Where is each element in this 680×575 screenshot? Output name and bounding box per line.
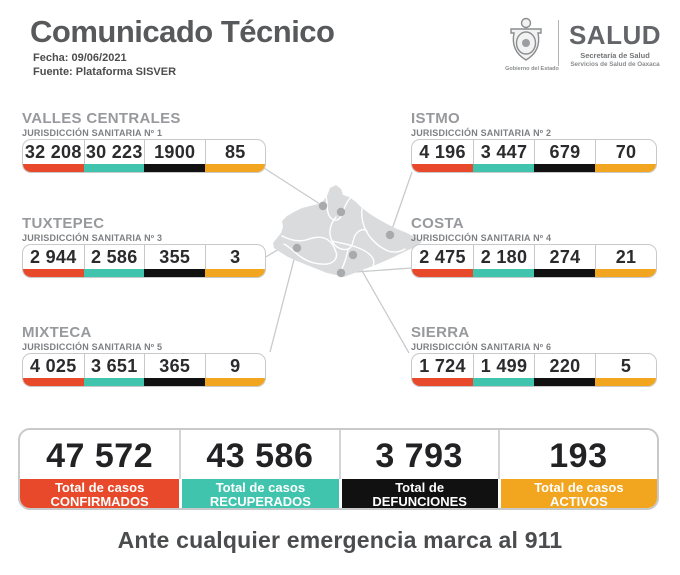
active-value: 9 [204, 354, 266, 378]
deaths-value: 1900 [144, 140, 205, 164]
salud-logo: Gobierno del Estado SALUD Secretaría de … [492, 14, 662, 76]
status-color-bar [412, 164, 656, 172]
recovered-value: 3 651 [83, 354, 145, 378]
region-stats-card: 1 724 1 499 220 5 [411, 353, 657, 387]
map-marker-dot [385, 230, 395, 240]
region-costa: COSTA JURISDICCIÓN SANITARIA Nº 4 2 475 … [411, 215, 657, 278]
recovered-value: 3 447 [473, 140, 534, 164]
region-jurisdiction: JURISDICCIÓN SANITARIA Nº 6 [411, 342, 552, 352]
deaths-value: 274 [534, 245, 595, 269]
active-value: 21 [595, 245, 656, 269]
emergency-notice: Ante cualquier emergencia marca al 911 [117, 527, 563, 553]
region-stats-card: 4 025 3 651 365 9 [22, 353, 266, 387]
map-marker-dot [336, 207, 346, 217]
total-confirmed: 47 572 Total de casos CONFIRMADOS [20, 430, 180, 508]
deaths-value: 355 [144, 245, 205, 269]
oaxaca-crest-icon: Gobierno del Estado [500, 16, 559, 74]
total-recovered-value: 43 586 [179, 430, 338, 479]
region-stats-card: 4 196 3 447 679 70 [411, 139, 657, 173]
region-stats-card: 2 475 2 180 274 21 [411, 244, 657, 278]
confirmed-value: 4 025 [29, 356, 77, 376]
recovered-value: 2 180 [473, 245, 534, 269]
map-marker-dot [348, 250, 358, 260]
total-deaths: 3 793 Total de DEFUNCIONES [338, 430, 498, 508]
region-stats-card: 2 944 2 586 355 3 [22, 244, 266, 278]
secretaria-label: Secretaría de Salud [580, 51, 650, 60]
active-value: 3 [204, 245, 266, 269]
servicios-label: Servicios de Salud de Oaxaca [570, 61, 660, 68]
total-active: 193 Total de casos ACTIVOS [497, 430, 657, 508]
state-totals-bar: 47 572 Total de casos CONFIRMADOS 43 586… [18, 428, 659, 510]
active-value: 70 [595, 140, 656, 164]
region-jurisdiction: JURISDICCIÓN SANITARIA Nº 4 [411, 233, 552, 243]
gobierno-label: Gobierno del Estado [505, 66, 559, 72]
total-confirmed-label: Total de casos CONFIRMADOS [20, 479, 180, 508]
recovered-value: 2 586 [83, 245, 145, 269]
status-color-bar [412, 378, 656, 386]
map-marker-dot [292, 243, 302, 253]
region-stats-card: 32 208 30 223 1900 85 [22, 139, 266, 173]
region-mixteca: MIXTECA JURISDICCIÓN SANITARIA Nº 5 4 02… [22, 324, 266, 387]
total-recovered-label: Total de casos RECUPERADOS [179, 479, 339, 508]
date-label: Fecha: 09/06/2021 [33, 52, 127, 64]
map-marker-dot [336, 268, 346, 278]
region-name: TUXTEPEC [22, 215, 105, 232]
confirmed-value: 4 196 [419, 142, 466, 162]
active-value: 5 [595, 354, 656, 378]
confirmed-value: 2 944 [29, 247, 77, 267]
page-title: Comunicado Técnico [30, 14, 335, 49]
salud-wordmark: SALUD [568, 20, 662, 50]
region-name: ISTMO [411, 110, 460, 127]
total-active-value: 193 [497, 430, 657, 479]
region-name: COSTA [411, 215, 464, 232]
jurisdiction-boundaries [281, 195, 406, 272]
region-istmo: ISTMO JURISDICCIÓN SANITARIA Nº 2 4 196 … [411, 110, 657, 173]
confirmed-value: 32 208 [24, 142, 82, 162]
map-marker-dot [318, 201, 328, 211]
logo-divider [558, 20, 559, 66]
total-deaths-label: Total de DEFUNCIONES [338, 479, 498, 508]
active-value: 85 [204, 140, 266, 164]
total-active-label: Total de casos ACTIVOS [497, 479, 657, 508]
connector-lines [263, 167, 413, 354]
status-color-bar [23, 164, 265, 172]
status-color-bar [412, 269, 656, 277]
region-tuxtepec: TUXTEPEC JURISDICCIÓN SANITARIA Nº 3 2 9… [22, 215, 266, 278]
status-color-bar [23, 378, 265, 386]
region-jurisdiction: JURISDICCIÓN SANITARIA Nº 5 [22, 342, 163, 352]
deaths-value: 365 [144, 354, 205, 378]
confirmed-value: 1 724 [419, 356, 466, 376]
oaxaca-state-shape [273, 185, 422, 277]
total-confirmed-value: 47 572 [46, 437, 154, 475]
region-name: MIXTECA [22, 324, 92, 341]
deaths-value: 679 [534, 140, 595, 164]
region-jurisdiction: JURISDICCIÓN SANITARIA Nº 3 [22, 233, 163, 243]
recovered-value: 30 223 [83, 140, 145, 164]
deaths-value: 220 [534, 354, 595, 378]
region-valles-centrales: VALLES CENTRALES JURISDICCIÓN SANITARIA … [22, 110, 266, 173]
recovered-value: 1 499 [473, 354, 534, 378]
confirmed-value: 2 475 [419, 247, 466, 267]
total-recovered: 43 586 Total de casos RECUPERADOS [179, 430, 339, 508]
region-jurisdiction: JURISDICCIÓN SANITARIA Nº 2 [411, 128, 552, 138]
total-deaths-value: 3 793 [338, 430, 498, 479]
source-label: Fuente: Plataforma SISVER [33, 66, 177, 78]
region-jurisdiction: JURISDICCIÓN SANITARIA Nº 1 [22, 128, 163, 138]
region-name: SIERRA [411, 324, 470, 341]
region-name: VALLES CENTRALES [22, 110, 181, 127]
status-color-bar [23, 269, 265, 277]
map-marker-dots [292, 201, 395, 278]
region-sierra: SIERRA JURISDICCIÓN SANITARIA Nº 6 1 724… [411, 324, 657, 387]
